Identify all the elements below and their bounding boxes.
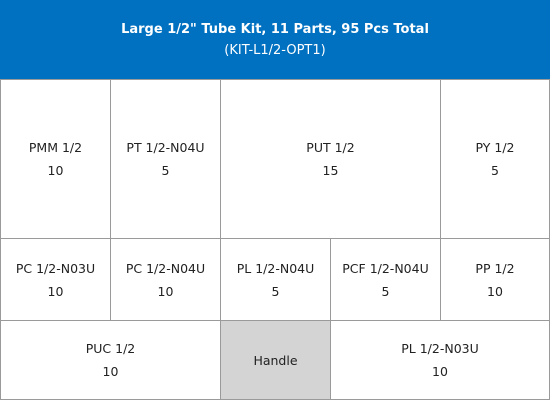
cell: PUT 1/2 15	[220, 79, 441, 239]
part-label: PT 1/2-N04U	[126, 140, 205, 155]
handle-cell: Handle	[220, 320, 331, 400]
part-label: PP 1/2	[475, 260, 515, 276]
cell: PC 1/2-N03U 10	[0, 238, 111, 321]
part-qty: 10	[102, 364, 119, 379]
part-label: PUC 1/2	[85, 341, 136, 356]
cell: PC 1/2-N04U 10	[110, 238, 221, 321]
part-qty: 5	[381, 283, 390, 299]
title: Large 1/2" Tube Kit, 11 Parts, 95 Pcs To…	[121, 21, 429, 37]
subtitle: (KIT-L1/2-OPT1)	[224, 42, 326, 58]
header: Large 1/2" Tube Kit, 11 Parts, 95 Pcs To…	[0, 0, 550, 79]
part-label: PL 1/2-N04U	[236, 260, 315, 276]
cell: PT 1/2-N04U 5	[110, 79, 221, 239]
cell: PMM 1/2 10	[0, 79, 111, 239]
part-label: PC 1/2-N03U	[15, 260, 96, 276]
part-qty: 5	[271, 283, 280, 299]
cell: PL 1/2-N03U 10	[330, 320, 550, 400]
part-qty: 10	[47, 163, 64, 178]
part-qty: 10	[157, 283, 174, 299]
part-label: PC 1/2-N04U	[125, 260, 206, 276]
part-label: Handle	[253, 352, 298, 368]
part-qty: 5	[491, 163, 499, 178]
part-qty: 15	[322, 163, 339, 178]
part-label: PY 1/2	[475, 140, 515, 155]
part-label: PUT 1/2	[306, 140, 355, 155]
cell: PP 1/2 10	[440, 238, 550, 321]
cell: PUC 1/2 10	[0, 320, 221, 400]
cell: PL 1/2-N04U 5	[220, 238, 331, 321]
part-label: PMM 1/2	[28, 140, 83, 155]
part-label: PL 1/2-N03U	[401, 341, 479, 356]
part-label: PCF 1/2-N04U	[342, 260, 429, 276]
part-qty: 10	[487, 283, 503, 299]
part-qty: 5	[161, 163, 170, 178]
part-qty: 10	[47, 283, 64, 299]
cell: PY 1/2 5	[440, 79, 550, 239]
cell: PCF 1/2-N04U 5	[330, 238, 441, 321]
part-qty: 10	[432, 364, 448, 379]
